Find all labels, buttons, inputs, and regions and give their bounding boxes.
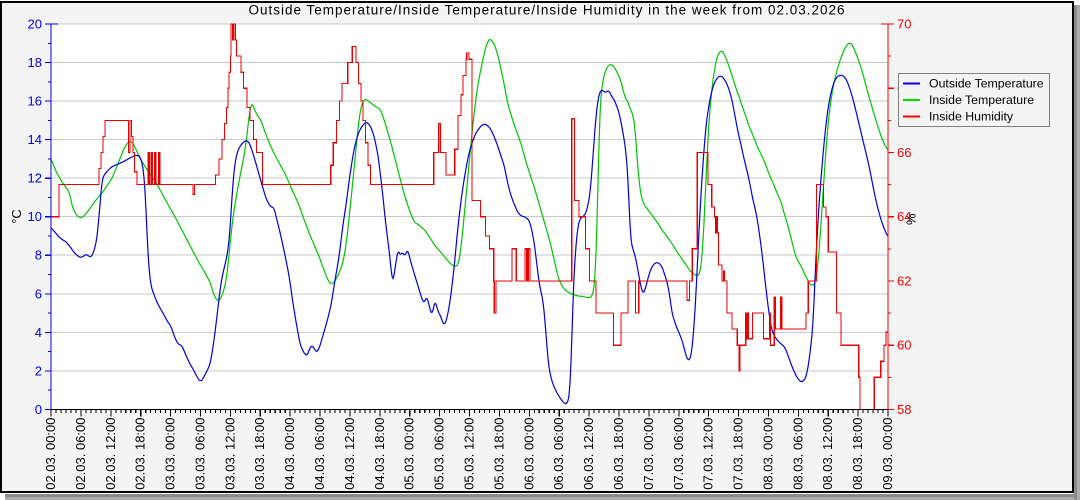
svg-text:12: 12 <box>28 171 42 186</box>
svg-text:04.03. 18:00: 04.03. 18:00 <box>372 418 387 490</box>
svg-text:08.03. 06:00: 08.03. 06:00 <box>790 418 805 490</box>
svg-text:Outside Temperature: Outside Temperature <box>929 76 1044 90</box>
svg-text:04.03. 06:00: 04.03. 06:00 <box>312 418 327 490</box>
svg-text:58: 58 <box>897 402 911 417</box>
svg-text:05.03. 18:00: 05.03. 18:00 <box>491 418 506 490</box>
svg-text:04.03. 00:00: 04.03. 00:00 <box>282 418 297 490</box>
svg-text:04.03. 12:00: 04.03. 12:00 <box>342 418 357 490</box>
svg-text:07.03. 18:00: 07.03. 18:00 <box>731 418 746 490</box>
svg-text:Inside Humidity: Inside Humidity <box>929 109 1014 123</box>
svg-text:20: 20 <box>28 17 42 32</box>
svg-text:2: 2 <box>35 363 42 378</box>
svg-text:09.03. 00:00: 09.03. 00:00 <box>880 418 895 490</box>
svg-text:05.03. 00:00: 05.03. 00:00 <box>402 418 417 490</box>
svg-text:%: % <box>904 213 919 225</box>
svg-text:02.03. 00:00: 02.03. 00:00 <box>43 418 58 490</box>
svg-text:64: 64 <box>897 209 911 224</box>
svg-text:14: 14 <box>28 132 42 147</box>
svg-text:10: 10 <box>28 209 42 224</box>
svg-text:03.03. 12:00: 03.03. 12:00 <box>222 418 237 490</box>
svg-text:07.03. 00:00: 07.03. 00:00 <box>641 418 656 490</box>
svg-text:6: 6 <box>35 286 42 301</box>
svg-text:03.03. 18:00: 03.03. 18:00 <box>252 418 267 490</box>
svg-text:03.03. 06:00: 03.03. 06:00 <box>193 418 208 490</box>
svg-text:66: 66 <box>897 145 911 160</box>
svg-text:05.03. 12:00: 05.03. 12:00 <box>462 418 477 490</box>
svg-text:06.03. 00:00: 06.03. 00:00 <box>521 418 536 490</box>
svg-text:02.03. 06:00: 02.03. 06:00 <box>73 418 88 490</box>
svg-text:4: 4 <box>35 325 42 340</box>
svg-text:07.03. 06:00: 07.03. 06:00 <box>671 418 686 490</box>
svg-text:16: 16 <box>28 94 42 109</box>
svg-text:0: 0 <box>35 402 42 417</box>
svg-text:60: 60 <box>897 338 911 353</box>
svg-text:06.03. 18:00: 06.03. 18:00 <box>611 418 626 490</box>
svg-text:02.03. 18:00: 02.03. 18:00 <box>133 418 148 490</box>
svg-text:02.03. 12:00: 02.03. 12:00 <box>103 418 118 490</box>
svg-text:70: 70 <box>897 17 911 32</box>
svg-text:05.03. 06:00: 05.03. 06:00 <box>432 418 447 490</box>
svg-text:08.03. 00:00: 08.03. 00:00 <box>760 418 775 490</box>
svg-text:07.03. 12:00: 07.03. 12:00 <box>701 418 716 490</box>
svg-text:08.03. 12:00: 08.03. 12:00 <box>820 418 835 490</box>
svg-text:18: 18 <box>28 55 42 70</box>
svg-text:°C: °C <box>9 209 24 224</box>
svg-text:8: 8 <box>35 248 42 263</box>
svg-text:62: 62 <box>897 273 911 288</box>
svg-text:Inside Temperature: Inside Temperature <box>929 93 1034 107</box>
svg-text:06.03. 06:00: 06.03. 06:00 <box>551 418 566 490</box>
svg-text:08.03. 18:00: 08.03. 18:00 <box>850 418 865 490</box>
svg-text:Outside Temperature/Inside Tem: Outside Temperature/Inside Temperature/I… <box>248 3 845 18</box>
svg-text:03.03. 00:00: 03.03. 00:00 <box>163 418 178 490</box>
svg-text:06.03. 12:00: 06.03. 12:00 <box>581 418 596 490</box>
